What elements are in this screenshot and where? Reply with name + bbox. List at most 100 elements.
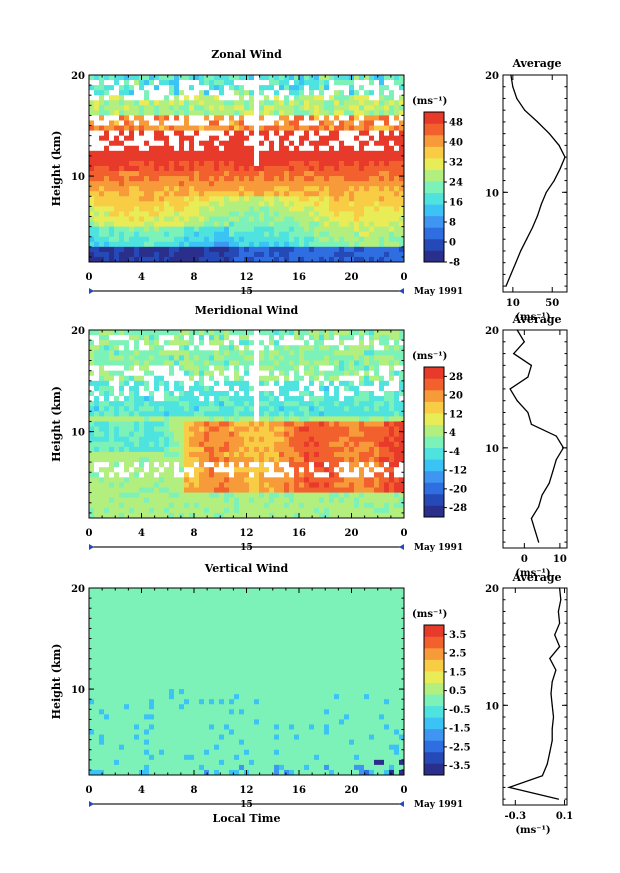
profile-point	[555, 435, 557, 437]
y-tick-label: 10	[71, 428, 85, 439]
colorbar-tick-label: -3.5	[449, 761, 471, 772]
colorbar-tick-label: 0	[449, 238, 456, 249]
date-label: May 1991	[414, 287, 463, 297]
x-axis-label: Local Time	[213, 812, 281, 825]
profile-point	[523, 341, 525, 343]
y-tick-label: 20	[71, 71, 85, 82]
y-axis-label: Height (km)	[50, 131, 63, 207]
profile-x-tick-label: -0.3	[505, 811, 527, 822]
colorbar-tick-label: -12	[449, 466, 467, 477]
x-tick-label: 0	[86, 785, 93, 796]
y-tick-label: 10	[71, 685, 85, 696]
profile-frame	[502, 74, 568, 293]
y-tick-label: 20	[71, 584, 85, 595]
profile-point	[554, 634, 556, 636]
profile-y-tick-label: 20	[485, 326, 499, 337]
profile-point	[557, 798, 560, 800]
profile-x-tick-label: 0	[521, 554, 528, 565]
profile-point	[530, 517, 533, 520]
profile-title: Average	[511, 57, 561, 70]
colorbar-tick-label: 20	[449, 391, 463, 402]
profile-point	[538, 506, 540, 508]
colorbar-tick-label: -28	[449, 503, 467, 514]
profile-point	[534, 529, 536, 531]
profile-point	[555, 459, 557, 461]
colorbar-tick-label: 12	[449, 409, 463, 420]
panel-title: Vertical Wind	[204, 562, 289, 575]
profile-point	[564, 156, 566, 158]
profile-point	[551, 681, 553, 683]
colorbar-tick-label: 2.5	[449, 649, 466, 660]
x-tick-label: 0	[86, 528, 93, 539]
profile-point	[549, 657, 551, 660]
profile-point	[536, 121, 539, 123]
profile-y-tick-label: 10	[485, 701, 499, 712]
profile-point	[516, 97, 518, 100]
date-marker: 15	[240, 287, 253, 297]
date-marker: 15	[240, 800, 253, 810]
x-tick-label: 16	[292, 272, 306, 283]
profile-point	[549, 751, 551, 753]
profile-point	[509, 388, 511, 390]
profile-point	[531, 226, 534, 229]
colorbar-tick-label: 3.5	[449, 630, 466, 641]
profile-point	[551, 704, 553, 706]
x-tick-label: 20	[345, 528, 359, 539]
y-axis-label: Height (km)	[50, 644, 63, 720]
profile-point	[510, 273, 512, 275]
colorbar: 48 40 32 24 16 8 0 -8	[423, 111, 463, 269]
heatmap-field	[89, 75, 405, 263]
profile-point	[548, 133, 550, 135]
profile-point	[557, 610, 560, 613]
profile-x-tick-label: 50	[545, 298, 559, 309]
x-tick-label: 20	[345, 785, 359, 796]
profile-x-tick-label: 10	[506, 298, 520, 309]
profile-point	[512, 86, 514, 88]
profile-x-tick-label: 0.1	[556, 811, 573, 822]
profile-y-tick-label: 20	[485, 71, 499, 82]
colorbar-unit: (ms⁻¹)	[412, 609, 447, 620]
profile-y-tick-label: 20	[485, 584, 499, 595]
colorbar-tick-label: 16	[449, 198, 463, 209]
profile-point	[530, 364, 533, 366]
profile-title: Average	[511, 313, 561, 326]
profile-x-label: (ms⁻¹)	[515, 568, 550, 579]
profile-point	[524, 109, 526, 111]
average-profile: Average 20 10 -0.3 0.1 (ms⁻¹)	[485, 571, 573, 836]
x-tick-label: 0	[401, 528, 408, 539]
profile-point	[536, 215, 539, 217]
colorbar-tick-label: 24	[449, 178, 463, 189]
profile-y-tick-label: 10	[485, 188, 499, 199]
x-tick-label: 4	[138, 528, 145, 539]
profile-point	[508, 786, 510, 789]
y-tick-label: 10	[71, 172, 85, 183]
profile-point	[527, 376, 529, 378]
x-tick-label: 0	[86, 272, 93, 283]
colorbar-tick-label: 28	[449, 372, 463, 383]
x-tick-label: 0	[401, 785, 408, 796]
profile-point	[538, 541, 540, 543]
profile-point	[526, 238, 528, 240]
colorbar-tick-label: 4	[449, 428, 456, 439]
profile-point	[545, 191, 547, 193]
profile-point	[527, 411, 529, 414]
x-tick-label: 0	[401, 272, 408, 283]
colorbar-tick-label: -0.5	[449, 705, 471, 716]
x-tick-label: 12	[240, 272, 254, 283]
profile-point	[516, 329, 518, 331]
profile-point	[516, 400, 518, 402]
heatmap-field	[89, 330, 405, 519]
profile-point	[513, 353, 515, 355]
colorbar: 3.5 2.5 1.5 0.5 -0.5 -1.5 -2.5 -3.5	[423, 624, 471, 776]
x-tick-label: 12	[240, 528, 254, 539]
x-tick-label: 16	[292, 528, 306, 539]
date-label: May 1991	[414, 543, 463, 553]
x-tick-label: 12	[240, 785, 254, 796]
colorbar-unit: (ms⁻¹)	[412, 351, 447, 362]
x-tick-label: 4	[138, 272, 145, 283]
colorbar-tick-label: -1.5	[449, 724, 471, 735]
profile-point	[546, 763, 548, 765]
profile-point	[515, 262, 517, 264]
profile-point	[505, 285, 507, 287]
